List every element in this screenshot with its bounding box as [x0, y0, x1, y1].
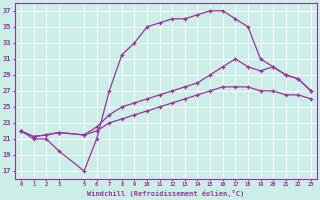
- X-axis label: Windchill (Refroidissement éolien,°C): Windchill (Refroidissement éolien,°C): [87, 190, 244, 197]
